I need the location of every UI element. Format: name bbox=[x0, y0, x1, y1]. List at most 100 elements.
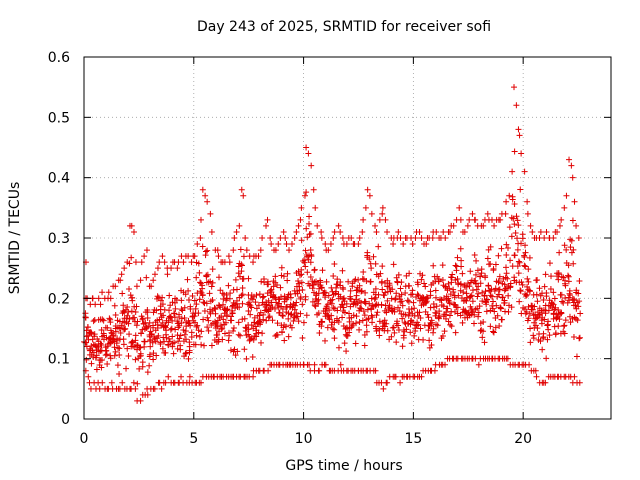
data-point bbox=[556, 222, 563, 229]
data-point bbox=[120, 336, 127, 343]
data-point bbox=[263, 222, 270, 229]
data-point bbox=[318, 285, 325, 292]
data-point bbox=[395, 271, 402, 278]
data-point bbox=[497, 304, 504, 311]
data-point bbox=[366, 300, 373, 307]
data-point bbox=[153, 352, 160, 359]
data-point bbox=[287, 311, 294, 318]
data-point bbox=[541, 316, 548, 323]
data-point bbox=[307, 230, 314, 237]
data-point bbox=[154, 335, 161, 342]
data-point bbox=[498, 316, 505, 323]
data-point bbox=[339, 314, 346, 321]
data-point bbox=[335, 222, 342, 229]
data-point bbox=[540, 334, 547, 341]
data-point bbox=[536, 285, 543, 292]
data-point bbox=[353, 292, 360, 299]
data-point bbox=[121, 265, 128, 272]
data-point bbox=[355, 276, 362, 283]
data-point bbox=[230, 328, 237, 334]
data-point bbox=[388, 333, 395, 340]
data-point bbox=[177, 332, 184, 339]
data-point bbox=[189, 293, 196, 300]
data-point bbox=[299, 334, 306, 341]
data-point bbox=[357, 299, 364, 306]
data-point bbox=[194, 241, 201, 248]
data-point bbox=[202, 192, 209, 199]
data-point bbox=[238, 268, 245, 275]
data-point bbox=[548, 273, 555, 280]
data-point bbox=[235, 331, 242, 338]
data-point bbox=[339, 235, 346, 241]
data-point bbox=[299, 286, 306, 293]
data-point bbox=[176, 335, 183, 342]
data-point bbox=[510, 215, 517, 222]
data-point bbox=[401, 319, 408, 326]
data-point bbox=[274, 320, 281, 327]
data-point bbox=[255, 253, 262, 260]
data-point bbox=[114, 337, 121, 344]
data-point bbox=[204, 324, 211, 331]
data-point bbox=[504, 244, 511, 251]
data-point bbox=[204, 314, 211, 321]
data-point bbox=[498, 245, 505, 252]
data-point bbox=[144, 307, 151, 314]
data-point bbox=[232, 276, 239, 283]
data-point bbox=[475, 290, 482, 297]
data-point bbox=[198, 328, 205, 335]
data-point bbox=[469, 287, 476, 294]
data-point bbox=[531, 303, 538, 310]
data-point bbox=[182, 291, 189, 298]
data-point bbox=[480, 319, 487, 326]
data-point bbox=[119, 379, 126, 386]
data-point bbox=[186, 343, 193, 350]
data-point bbox=[373, 228, 380, 235]
data-point bbox=[228, 307, 235, 314]
data-point bbox=[186, 373, 193, 380]
data-point bbox=[334, 276, 341, 283]
data-point bbox=[141, 343, 148, 350]
data-point bbox=[198, 341, 205, 348]
data-point bbox=[340, 295, 347, 302]
data-point bbox=[424, 311, 431, 318]
data-point bbox=[257, 247, 264, 254]
data-point bbox=[232, 352, 239, 359]
data-point bbox=[341, 340, 348, 347]
data-point bbox=[129, 297, 136, 304]
data-point bbox=[379, 204, 386, 211]
data-point bbox=[269, 317, 276, 324]
data-point bbox=[458, 257, 465, 264]
data-point bbox=[575, 303, 582, 310]
data-point bbox=[201, 342, 208, 349]
x-tick-label: 15 bbox=[404, 431, 422, 447]
data-point bbox=[197, 235, 204, 241]
data-point bbox=[507, 283, 514, 290]
data-point bbox=[239, 291, 246, 298]
data-point bbox=[415, 281, 422, 288]
data-point bbox=[490, 267, 497, 274]
data-point bbox=[349, 322, 356, 329]
data-point bbox=[333, 284, 340, 291]
data-point bbox=[249, 353, 256, 360]
data-point bbox=[366, 192, 373, 199]
data-point bbox=[201, 308, 208, 315]
data-point bbox=[546, 260, 553, 267]
data-point bbox=[169, 333, 176, 340]
data-point bbox=[184, 276, 191, 283]
data-point bbox=[522, 292, 529, 299]
data-point bbox=[487, 292, 494, 299]
data-point bbox=[561, 204, 568, 211]
data-point bbox=[133, 283, 140, 290]
data-point bbox=[463, 290, 470, 297]
data-point bbox=[233, 286, 240, 293]
data-point bbox=[306, 282, 313, 289]
data-point bbox=[560, 274, 567, 281]
data-point bbox=[347, 287, 354, 294]
data-point bbox=[545, 318, 552, 325]
data-point bbox=[112, 348, 119, 355]
data-point bbox=[492, 261, 499, 268]
data-point bbox=[317, 279, 324, 286]
data-point bbox=[82, 310, 89, 317]
data-point bbox=[359, 228, 366, 235]
data-point bbox=[227, 290, 234, 297]
